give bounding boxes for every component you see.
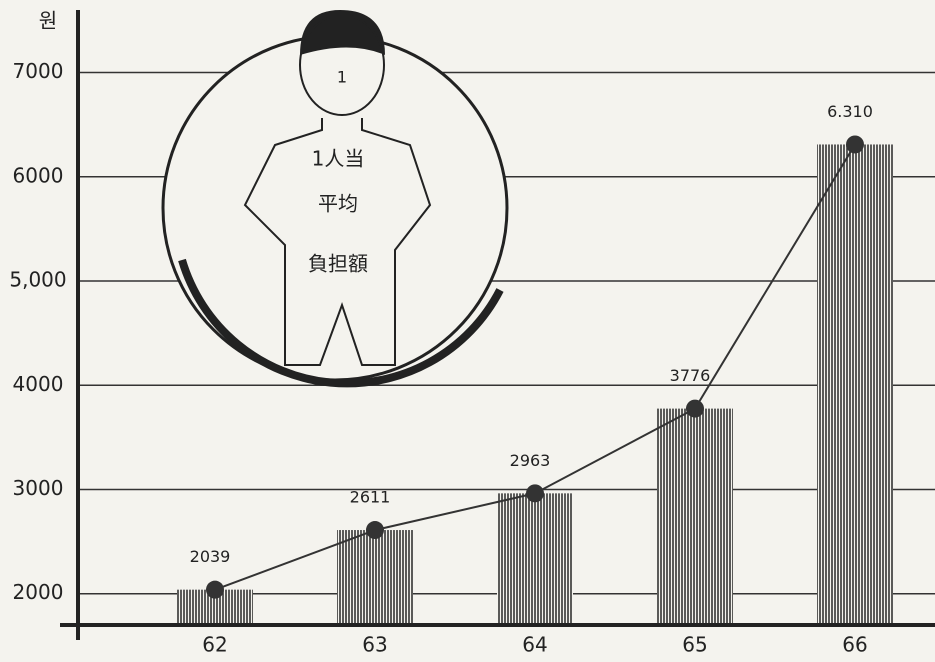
point — [366, 521, 384, 540]
y-tick-label: 5,000 — [9, 268, 66, 292]
y-tick-label: 6000 — [13, 163, 64, 187]
y-tick-label: 3000 — [13, 476, 64, 500]
x-tick-label: 63 — [362, 633, 387, 657]
y-tick-label: 4000 — [13, 372, 64, 396]
y-tick-label: 2000 — [13, 580, 64, 604]
x-tick-label: 66 — [842, 633, 867, 657]
data-label: 6.310 — [827, 102, 873, 121]
unit-label: 원 — [39, 9, 57, 33]
illustration: 1 1人当 平均 負担額 — [161, 10, 509, 388]
point — [686, 399, 704, 418]
point — [526, 484, 544, 503]
x-tick-label: 64 — [522, 633, 547, 657]
bar — [817, 144, 893, 625]
point — [206, 580, 224, 599]
point — [846, 135, 864, 154]
x-tick-label: 62 — [202, 633, 227, 657]
data-label: 2611 — [350, 488, 391, 507]
bar — [657, 408, 733, 625]
data-label: 2963 — [510, 451, 551, 470]
illustration-text: 1人当 — [312, 147, 365, 171]
illustration-text: 負担額 — [308, 252, 368, 276]
y-tick-label: 7000 — [13, 59, 64, 83]
illustration-text: 平均 — [318, 192, 358, 216]
face-text: 1 — [337, 68, 347, 87]
bar — [497, 493, 573, 625]
data-label: 3776 — [670, 366, 711, 385]
head — [299, 14, 385, 116]
circle-shadow — [178, 258, 504, 388]
body — [243, 118, 432, 366]
data-label: 2039 — [190, 547, 231, 566]
bar — [337, 530, 413, 625]
x-tick-label: 65 — [682, 633, 707, 657]
